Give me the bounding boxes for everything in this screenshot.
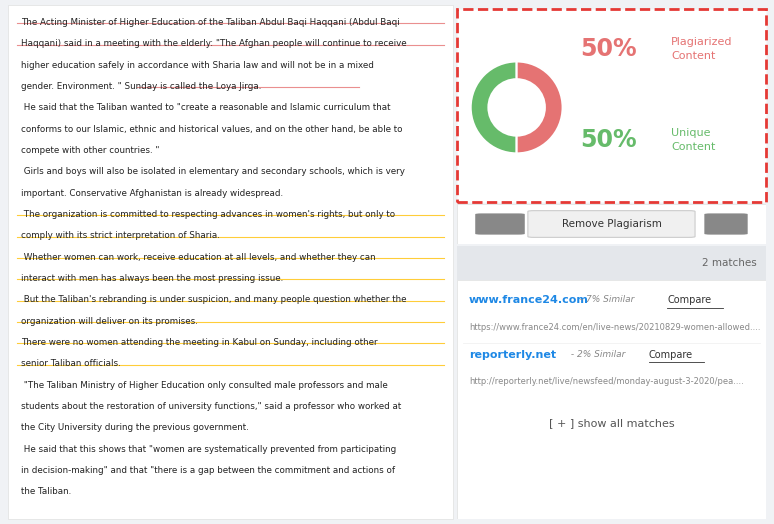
Text: Whether women can work, receive education at all levels, and whether they can: Whether women can work, receive educatio… <box>21 253 375 261</box>
Text: the Taliban.: the Taliban. <box>21 487 71 496</box>
Text: Unique
Content: Unique Content <box>671 128 716 151</box>
Text: http://reporterly.net/live/newsfeed/monday-august-3-2020/pea....: http://reporterly.net/live/newsfeed/mond… <box>469 377 744 386</box>
FancyBboxPatch shape <box>475 213 525 235</box>
Text: 2 matches: 2 matches <box>702 258 757 268</box>
Text: The organization is committed to respecting advances in women's rights, but only: The organization is committed to respect… <box>21 210 396 219</box>
Text: 50%: 50% <box>580 37 637 61</box>
Wedge shape <box>517 61 563 154</box>
Text: higher education safely in accordance with Sharia law and will not be in a mixed: higher education safely in accordance wi… <box>21 61 374 70</box>
Text: Plagiarized
Content: Plagiarized Content <box>671 37 733 61</box>
Text: But the Taliban's rebranding is under suspicion, and many people question whethe: But the Taliban's rebranding is under su… <box>21 295 406 304</box>
FancyBboxPatch shape <box>528 211 695 237</box>
FancyBboxPatch shape <box>457 280 766 519</box>
Text: www.france24.com: www.france24.com <box>469 296 589 305</box>
FancyBboxPatch shape <box>457 204 766 244</box>
Text: the City University during the previous government.: the City University during the previous … <box>21 423 249 432</box>
FancyBboxPatch shape <box>704 213 748 235</box>
FancyBboxPatch shape <box>8 5 453 519</box>
Text: in decision-making" and that "there is a gap between the commitment and actions : in decision-making" and that "there is a… <box>21 466 395 475</box>
Text: students about the restoration of university functions," said a professor who wo: students about the restoration of univer… <box>21 402 402 411</box>
Text: [ + ] show all matches: [ + ] show all matches <box>549 418 674 429</box>
FancyBboxPatch shape <box>457 246 766 280</box>
Text: The Acting Minister of Higher Education of the Taliban Abdul Baqi Haqqani (Abdul: The Acting Minister of Higher Education … <box>21 18 400 27</box>
Text: Compare: Compare <box>649 350 693 360</box>
Text: important. Conservative Afghanistan is already widespread.: important. Conservative Afghanistan is a… <box>21 189 283 198</box>
Text: Girls and boys will also be isolated in elementary and secondary schools, which : Girls and boys will also be isolated in … <box>21 167 405 177</box>
Text: He said that this shows that "women are systematically prevented from participat: He said that this shows that "women are … <box>21 444 396 454</box>
Text: senior Taliban officials.: senior Taliban officials. <box>21 359 121 368</box>
Text: - 7% Similar: - 7% Similar <box>577 296 635 304</box>
Text: - 2% Similar: - 2% Similar <box>568 350 625 359</box>
Text: conforms to our Islamic, ethnic and historical values, and on the other hand, be: conforms to our Islamic, ethnic and hist… <box>21 125 402 134</box>
Text: He said that the Taliban wanted to "create a reasonable and Islamic curriculum t: He said that the Taliban wanted to "crea… <box>21 103 391 112</box>
Text: comply with its strict interpretation of Sharia.: comply with its strict interpretation of… <box>21 231 220 241</box>
Text: Remove Plagiarism: Remove Plagiarism <box>561 219 662 229</box>
Wedge shape <box>471 61 517 154</box>
Text: 50%: 50% <box>580 128 637 151</box>
Text: https://www.france24.com/en/live-news/20210829-women-allowed....: https://www.france24.com/en/live-news/20… <box>469 323 761 332</box>
Text: There were no women attending the meeting in Kabul on Sunday, including other: There were no women attending the meetin… <box>21 338 378 347</box>
Text: "The Taliban Ministry of Higher Education only consulted male professors and mal: "The Taliban Ministry of Higher Educatio… <box>21 380 388 389</box>
Text: reporterly.net: reporterly.net <box>469 350 557 360</box>
Text: gender. Environment. " Sunday is called the Loya Jirga.: gender. Environment. " Sunday is called … <box>21 82 262 91</box>
Text: interact with men has always been the most pressing issue.: interact with men has always been the mo… <box>21 274 283 283</box>
Text: organization will deliver on its promises.: organization will deliver on its promise… <box>21 316 198 325</box>
Text: compete with other countries. ": compete with other countries. " <box>21 146 159 155</box>
Text: Haqqani) said in a meeting with the elderly: "The Afghan people will continue to: Haqqani) said in a meeting with the elde… <box>21 39 406 48</box>
FancyBboxPatch shape <box>457 9 766 202</box>
Text: Compare: Compare <box>667 296 711 305</box>
